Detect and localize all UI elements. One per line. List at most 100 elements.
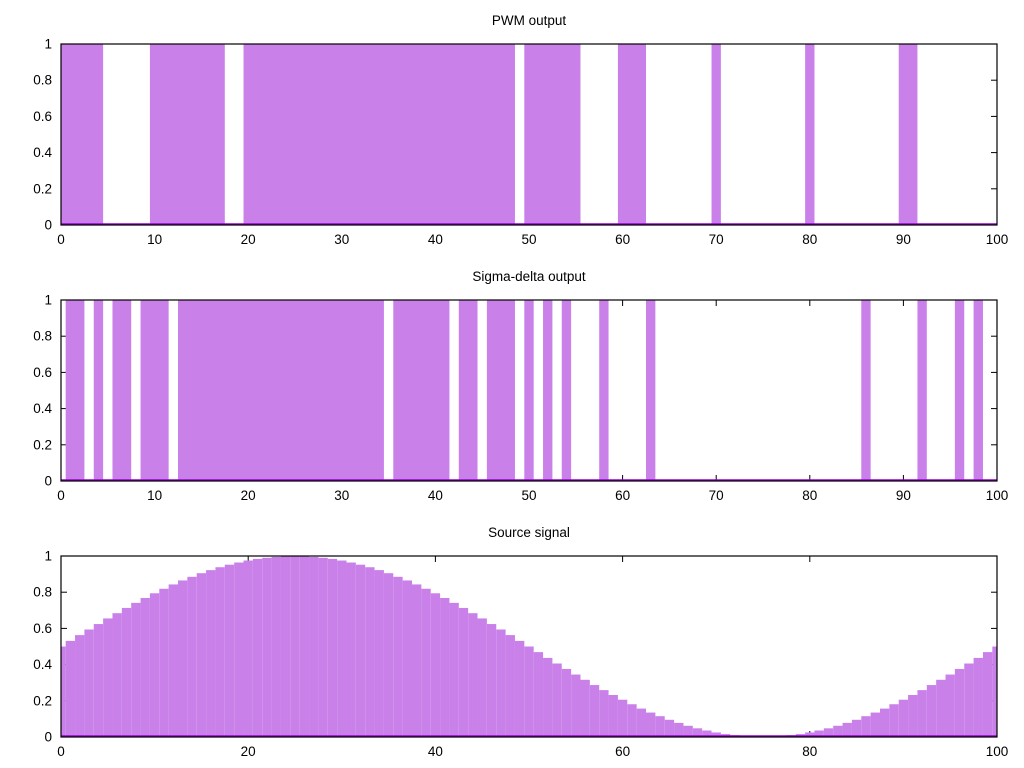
source-bar bbox=[224, 564, 235, 737]
source-bar bbox=[149, 593, 160, 737]
source-bar bbox=[112, 613, 122, 737]
pulse-fill bbox=[393, 300, 450, 481]
source-bar bbox=[243, 560, 253, 737]
x-axis-tick-label: 30 bbox=[334, 232, 349, 247]
x-axis-tick-label: 100 bbox=[986, 744, 1009, 759]
source-bar bbox=[75, 635, 85, 737]
source-bar bbox=[65, 640, 76, 737]
source-bar bbox=[898, 699, 909, 737]
source-bar bbox=[823, 728, 834, 737]
source-bar bbox=[945, 674, 955, 737]
source-bar bbox=[655, 716, 665, 737]
source-bar bbox=[383, 573, 394, 737]
source-bar bbox=[365, 567, 375, 737]
y-axis-tick-label: 0.8 bbox=[33, 329, 52, 344]
x-axis-tick-label: 0 bbox=[57, 488, 65, 503]
source-bar bbox=[206, 570, 216, 737]
source-bar bbox=[692, 728, 703, 737]
chart-pwm-output: PWM output 0 10 20 30 40 50 60 70 80 90 100 0 0.2 0.4… bbox=[0, 0, 1024, 256]
pulse-fill bbox=[898, 44, 918, 225]
pulse-fill bbox=[917, 300, 927, 481]
y-axis-tick-label: 0.4 bbox=[33, 401, 52, 416]
x-axis-tick-label: 30 bbox=[334, 488, 349, 503]
pulse-fill bbox=[524, 44, 581, 225]
source-bar bbox=[880, 708, 890, 737]
x-axis-tick-label: 100 bbox=[986, 232, 1009, 247]
source-bar bbox=[449, 602, 459, 737]
x-axis-tick-label: 50 bbox=[521, 488, 536, 503]
source-bar bbox=[421, 588, 431, 737]
x-axis-tick-label: 60 bbox=[615, 232, 630, 247]
source-bar bbox=[346, 562, 356, 737]
source-bar bbox=[954, 668, 965, 737]
pwm-output-chart-svg: PWM output 0 10 20 30 40 50 60 70 80 90 100 0 0.2 0.4… bbox=[33, 13, 1009, 247]
chart-title: Source signal bbox=[488, 525, 570, 540]
source-bar bbox=[318, 557, 328, 737]
x-axis-tick-label: 40 bbox=[428, 744, 443, 759]
source-bar bbox=[430, 593, 441, 737]
source-signal-chart-svg: Source signal 0 20 40 60 80 100 0 0.2 0.4 0.6 0.8 1 bbox=[33, 525, 1009, 759]
pulse-fill bbox=[711, 44, 721, 225]
y-axis-tick-label: 0 bbox=[44, 218, 52, 233]
source-bar bbox=[552, 663, 562, 737]
source-bar bbox=[168, 584, 178, 737]
x-axis-tick-label: 20 bbox=[241, 488, 256, 503]
pulse-fill bbox=[112, 300, 132, 481]
x-axis-tick-label: 0 bbox=[57, 744, 65, 759]
plot-border bbox=[60, 43, 998, 226]
y-axis-tick-label: 0.8 bbox=[33, 73, 52, 88]
source-bar bbox=[627, 704, 637, 737]
y-axis-tick-label: 0.4 bbox=[33, 145, 52, 160]
source-bar bbox=[908, 695, 918, 737]
source-bar bbox=[805, 732, 815, 737]
x-axis-tick-label: 80 bbox=[802, 488, 817, 503]
y-axis-tick-label: 0 bbox=[44, 474, 52, 489]
source-bar bbox=[580, 679, 590, 737]
pulse-fill bbox=[954, 300, 965, 481]
source-bar bbox=[486, 624, 497, 737]
source-bar bbox=[636, 708, 646, 737]
source-bar bbox=[533, 652, 544, 737]
pulse-fill bbox=[646, 300, 656, 481]
source-bar bbox=[814, 730, 824, 737]
y-axis-tick-label: 0.4 bbox=[33, 657, 52, 672]
source-bar bbox=[355, 564, 366, 737]
chart-source-signal: Source signal 0 20 40 60 80 100 0 0.2 0.4 0.6 0.8 1 bbox=[0, 512, 1024, 768]
source-bar bbox=[468, 613, 478, 737]
source-bar bbox=[196, 573, 207, 737]
source-bar bbox=[374, 570, 384, 737]
source-bar bbox=[458, 607, 469, 737]
pulse-fill bbox=[543, 300, 553, 481]
source-bar bbox=[617, 699, 628, 737]
pulse-fill bbox=[599, 300, 609, 481]
source-bar bbox=[561, 668, 572, 737]
source-bar bbox=[61, 646, 66, 737]
source-bar bbox=[187, 576, 197, 737]
x-axis-tick-label: 40 bbox=[428, 488, 443, 503]
source-bar bbox=[440, 597, 450, 737]
source-bar bbox=[402, 580, 412, 737]
x-axis-tick-label: 70 bbox=[709, 488, 724, 503]
pulse-fill bbox=[243, 44, 515, 225]
pulse-fill bbox=[140, 300, 169, 481]
pulse-fill bbox=[561, 300, 572, 481]
source-bar bbox=[327, 558, 338, 737]
x-axis-tick-label: 10 bbox=[147, 232, 162, 247]
sigma-delta-output-chart-svg: Sigma-delta output 0 10 20 30 40 50 60 70 80 90 10… bbox=[33, 269, 1008, 503]
source-bar bbox=[917, 690, 927, 737]
y-axis-tick-label: 0.2 bbox=[33, 693, 52, 708]
pulse-fill bbox=[861, 300, 871, 481]
source-bar bbox=[702, 730, 712, 737]
x-axis-tick-label: 90 bbox=[896, 232, 911, 247]
source-bar bbox=[889, 704, 899, 737]
x-axis-tick-label: 0 bbox=[57, 232, 65, 247]
pulse-fill bbox=[61, 44, 104, 225]
x-axis-tick-label: 20 bbox=[241, 744, 256, 759]
source-bar bbox=[290, 556, 300, 737]
source-bar bbox=[215, 567, 225, 737]
chart-sigma-delta-output: Sigma-delta output 0 10 20 30 40 50 60 70 80 90 10… bbox=[0, 256, 1024, 512]
source-bar bbox=[121, 607, 132, 737]
source-bar bbox=[271, 556, 281, 737]
source-bar bbox=[936, 679, 946, 737]
y-axis-tick-label: 0 bbox=[44, 730, 52, 745]
